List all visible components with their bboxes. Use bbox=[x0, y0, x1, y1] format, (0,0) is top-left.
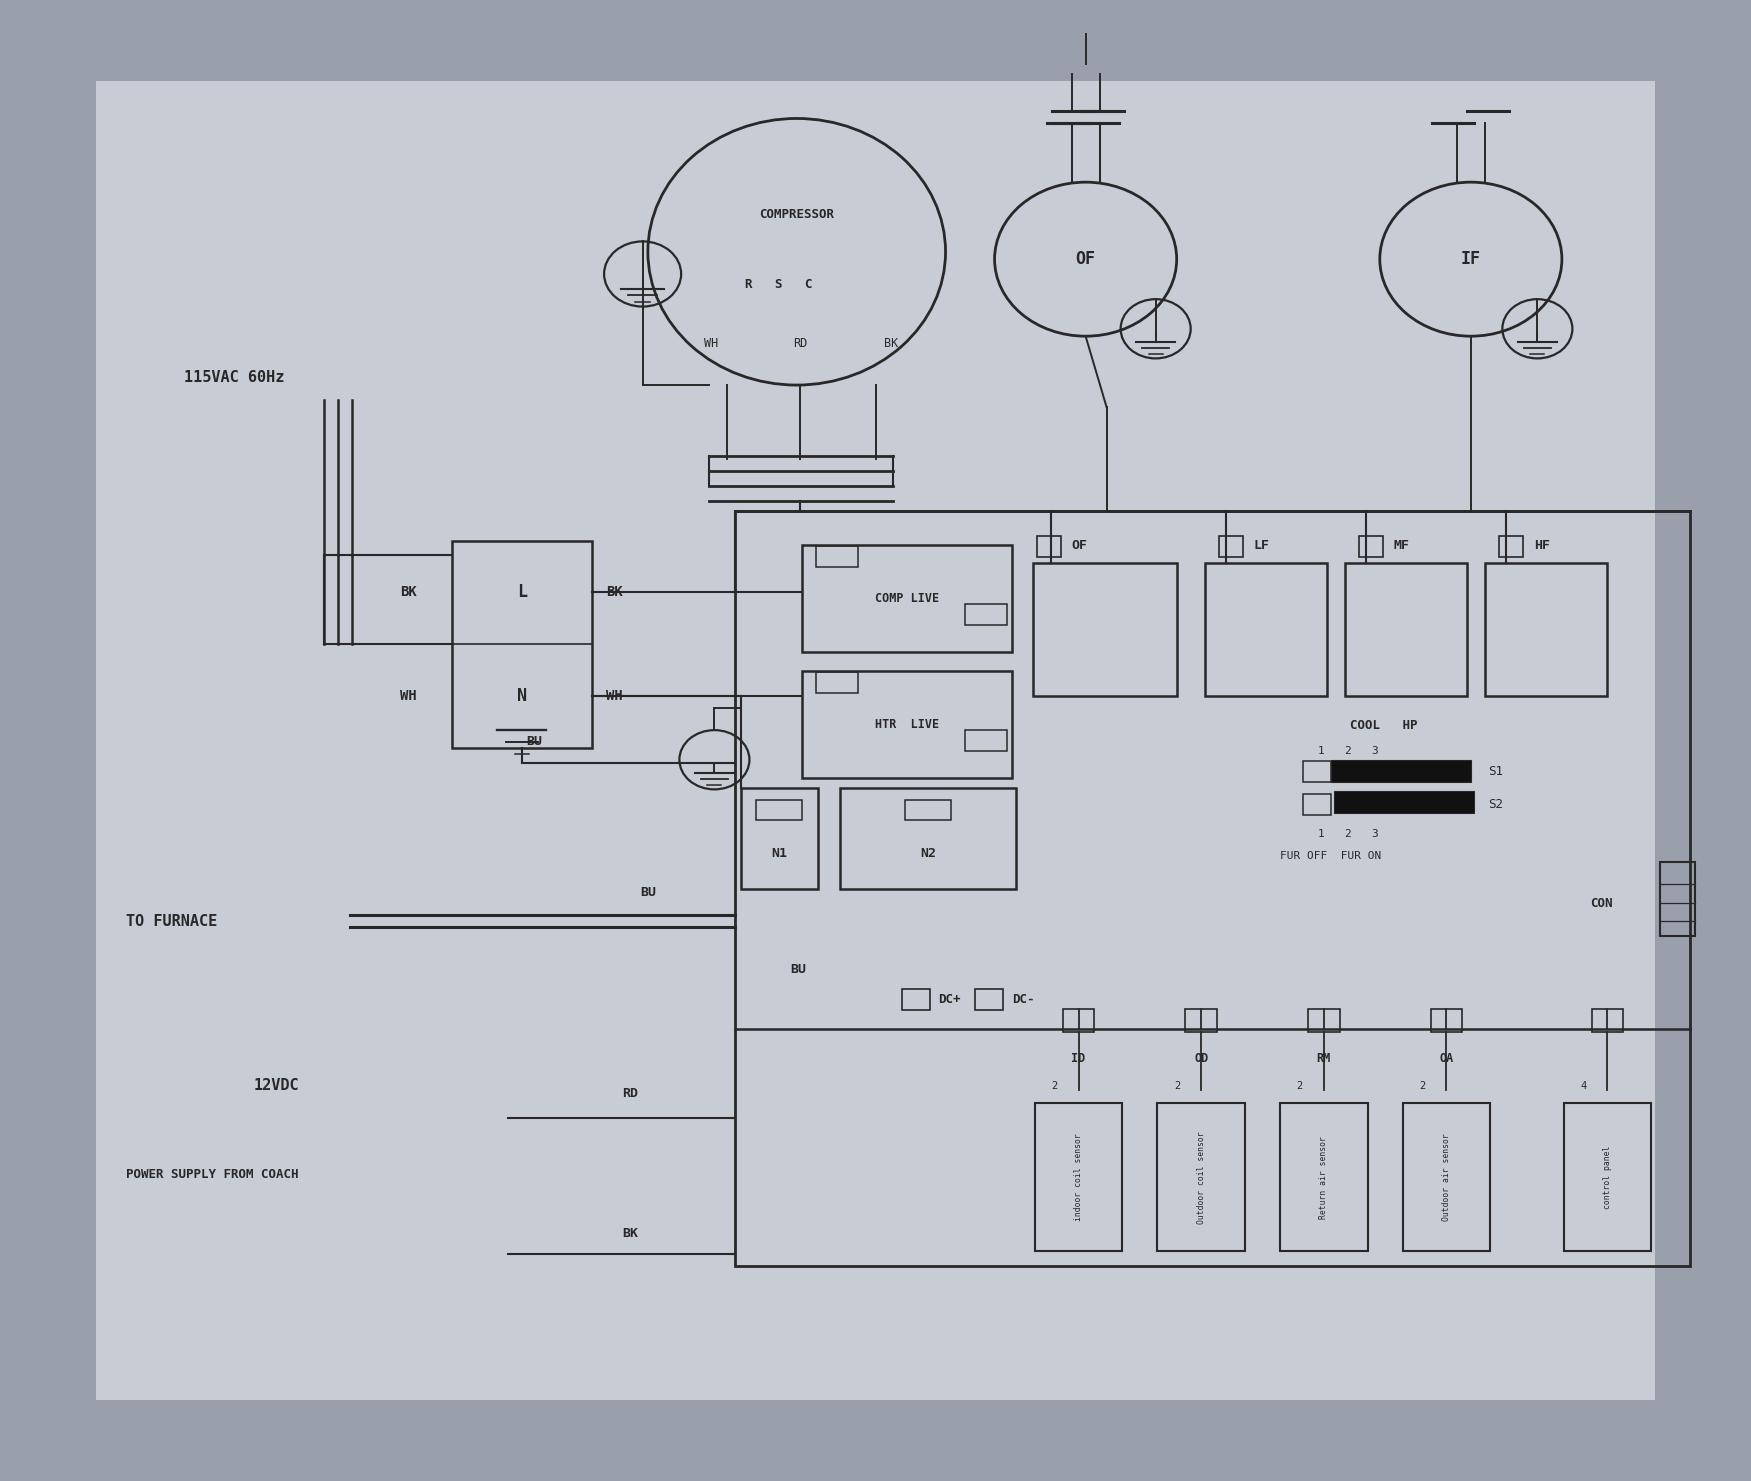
Bar bbox=[1331, 760, 1471, 782]
Bar bbox=[1037, 536, 1061, 557]
Text: BK: BK bbox=[606, 585, 623, 600]
Text: 1   2   3: 1 2 3 bbox=[1319, 746, 1378, 755]
Bar bbox=[975, 989, 1003, 1010]
Bar bbox=[1303, 794, 1331, 815]
Bar bbox=[902, 989, 930, 1010]
Text: ID: ID bbox=[1072, 1052, 1086, 1065]
Bar bbox=[1660, 862, 1695, 936]
Bar bbox=[816, 546, 858, 567]
Bar bbox=[452, 541, 592, 748]
Text: WH: WH bbox=[399, 689, 417, 703]
Text: FUR OFF  FUR ON: FUR OFF FUR ON bbox=[1280, 852, 1382, 860]
Bar bbox=[1499, 536, 1523, 557]
Bar bbox=[1157, 1103, 1245, 1251]
Bar bbox=[1345, 563, 1467, 696]
Bar bbox=[1564, 1103, 1651, 1251]
Text: RD: RD bbox=[622, 1087, 639, 1100]
Text: RM: RM bbox=[1317, 1052, 1331, 1065]
Bar bbox=[96, 81, 1655, 1400]
Bar bbox=[1219, 536, 1243, 557]
Bar bbox=[1431, 1009, 1462, 1032]
Text: IF: IF bbox=[1460, 250, 1481, 268]
Text: N1: N1 bbox=[770, 847, 788, 860]
Bar bbox=[905, 800, 951, 820]
Text: DC+: DC+ bbox=[939, 994, 961, 1006]
Text: 2: 2 bbox=[1418, 1081, 1425, 1090]
Bar bbox=[965, 730, 1007, 751]
Text: control panel: control panel bbox=[1602, 1146, 1613, 1208]
Text: COMP LIVE: COMP LIVE bbox=[876, 592, 939, 604]
Bar bbox=[965, 604, 1007, 625]
Bar bbox=[1359, 536, 1383, 557]
Text: COOL   HP: COOL HP bbox=[1350, 720, 1417, 732]
Text: N2: N2 bbox=[919, 847, 937, 860]
Text: WH: WH bbox=[704, 338, 718, 350]
Text: OA: OA bbox=[1439, 1052, 1453, 1065]
Text: Outdoor coil sensor: Outdoor coil sensor bbox=[1196, 1131, 1206, 1223]
Text: OF: OF bbox=[1075, 250, 1096, 268]
Text: 12VDC: 12VDC bbox=[254, 1078, 299, 1093]
Text: COMPRESSOR: COMPRESSOR bbox=[760, 209, 833, 221]
Text: R   S   C: R S C bbox=[746, 278, 812, 290]
Text: indoor coil sensor: indoor coil sensor bbox=[1073, 1133, 1084, 1222]
Text: WH: WH bbox=[606, 689, 623, 703]
Text: HF: HF bbox=[1534, 539, 1550, 551]
Text: S1: S1 bbox=[1488, 766, 1504, 778]
Bar bbox=[741, 788, 818, 889]
Text: MF: MF bbox=[1394, 539, 1410, 551]
Text: BU: BU bbox=[525, 735, 543, 748]
Text: BK: BK bbox=[399, 585, 417, 600]
Bar bbox=[1185, 1009, 1217, 1032]
Bar bbox=[756, 800, 802, 820]
Text: Return air sensor: Return air sensor bbox=[1319, 1136, 1329, 1219]
Text: N: N bbox=[517, 687, 527, 705]
Text: OF: OF bbox=[1072, 539, 1087, 551]
Bar bbox=[1308, 1009, 1340, 1032]
Text: POWER SUPPLY FROM COACH: POWER SUPPLY FROM COACH bbox=[126, 1169, 299, 1180]
Text: 115VAC 60Hz: 115VAC 60Hz bbox=[184, 370, 284, 385]
Text: 4: 4 bbox=[1579, 1081, 1586, 1090]
Text: BK: BK bbox=[884, 338, 898, 350]
Bar bbox=[1280, 1103, 1368, 1251]
Bar bbox=[735, 511, 1690, 1266]
Text: 2: 2 bbox=[1173, 1081, 1180, 1090]
Bar bbox=[816, 672, 858, 693]
Text: HTR  LIVE: HTR LIVE bbox=[876, 718, 939, 730]
Text: 1   2   3: 1 2 3 bbox=[1319, 829, 1378, 838]
Bar bbox=[802, 545, 1012, 652]
Text: LF: LF bbox=[1254, 539, 1269, 551]
Text: CON: CON bbox=[1590, 897, 1613, 909]
Bar bbox=[1403, 1103, 1490, 1251]
Bar bbox=[840, 788, 1016, 889]
Text: OD: OD bbox=[1194, 1052, 1208, 1065]
Bar bbox=[1485, 563, 1607, 696]
Text: BU: BU bbox=[639, 886, 657, 899]
Text: 2: 2 bbox=[1051, 1081, 1058, 1090]
Bar bbox=[1035, 1103, 1122, 1251]
Text: Outdoor air sensor: Outdoor air sensor bbox=[1441, 1133, 1452, 1222]
Bar bbox=[1063, 1009, 1094, 1032]
Text: 2: 2 bbox=[1296, 1081, 1303, 1090]
Text: TO FURNACE: TO FURNACE bbox=[126, 914, 217, 929]
Bar bbox=[802, 671, 1012, 778]
Text: RD: RD bbox=[793, 338, 807, 350]
Text: BK: BK bbox=[622, 1226, 639, 1240]
Bar bbox=[1303, 761, 1331, 782]
Text: BU: BU bbox=[790, 963, 807, 976]
Bar bbox=[1033, 563, 1177, 696]
Bar bbox=[1592, 1009, 1623, 1032]
Bar bbox=[1334, 791, 1474, 813]
Text: DC-: DC- bbox=[1012, 994, 1035, 1006]
Bar bbox=[1205, 563, 1327, 696]
Text: S2: S2 bbox=[1488, 798, 1504, 810]
Text: L: L bbox=[517, 584, 527, 601]
